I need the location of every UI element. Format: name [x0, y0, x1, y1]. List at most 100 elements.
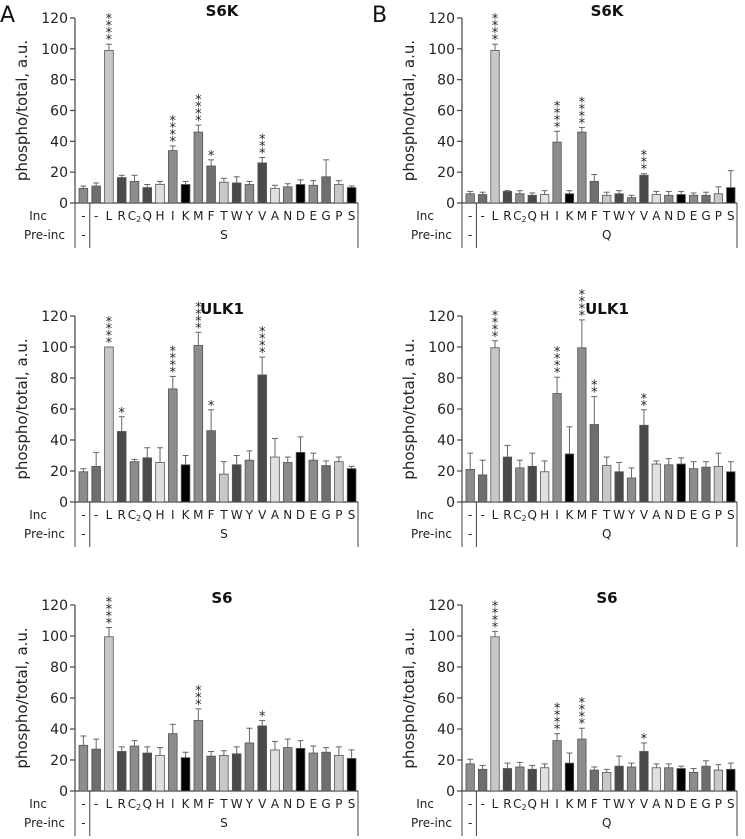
category-label: F [591, 209, 598, 223]
pre-inc-value: S [220, 527, 228, 541]
significance-mark: * [195, 691, 202, 706]
y-tick-label: 120 [428, 309, 455, 325]
category-label: F [208, 209, 215, 223]
bar [180, 184, 191, 204]
y-axis-label: phospho/total, a.u. [400, 627, 418, 768]
bar [219, 473, 229, 503]
category-label: R [503, 797, 511, 811]
bar [155, 462, 165, 503]
category-label: A [271, 797, 280, 811]
pre-inc-value: S [220, 816, 228, 830]
bar [346, 187, 357, 204]
bar [651, 194, 661, 204]
category-label: S [348, 209, 356, 223]
y-tick-label: 20 [437, 753, 455, 769]
significance-mark: * [554, 359, 561, 374]
significance-mark: * [170, 365, 177, 380]
bar [552, 141, 562, 204]
significance-mark: * [554, 702, 561, 717]
bar [614, 193, 624, 204]
category-label: A [271, 508, 280, 522]
bar [206, 165, 216, 204]
category-label: D [677, 797, 686, 811]
bar [270, 456, 280, 503]
bar [602, 465, 612, 503]
significance-mark: * [641, 399, 648, 414]
pre-inc-row-label: Pre-inc [24, 527, 65, 541]
category-label: P [715, 508, 722, 522]
pre-inc-control: - [468, 816, 472, 830]
category-label: L [106, 508, 113, 522]
y-tick-label: 40 [437, 722, 455, 738]
significance-mark: * [170, 114, 177, 129]
significance-mark: * [259, 339, 266, 354]
category-label: T [602, 797, 611, 811]
y-tick-label: 80 [50, 660, 68, 676]
category-label: H [156, 209, 165, 223]
bar [713, 465, 724, 503]
category-label: F [591, 797, 598, 811]
bar [129, 745, 140, 792]
bar [193, 720, 204, 792]
significance-mark: * [259, 332, 266, 347]
bar [465, 763, 475, 792]
panel-letter-a: A [0, 3, 15, 28]
bar [91, 465, 101, 503]
bar [540, 767, 550, 792]
significance-mark: * [554, 716, 561, 731]
bar [334, 184, 344, 204]
significance-mark: * [591, 379, 598, 394]
pre-inc-value: S [220, 228, 228, 242]
category-label: - [480, 209, 484, 223]
category-label: I [171, 797, 175, 811]
significance-mark: * [579, 102, 586, 117]
category-label: H [156, 508, 165, 522]
inc-row-label: Inc [416, 797, 434, 811]
category-label: - [94, 209, 98, 223]
y-axis-label: phospho/total, a.u. [13, 627, 31, 768]
category-label: V [258, 209, 267, 223]
bar [664, 767, 674, 792]
significance-mark: * [641, 163, 648, 178]
category-label: - [468, 797, 472, 811]
category-label: - [480, 797, 484, 811]
category-label: I [555, 209, 559, 223]
category-label: G [701, 797, 710, 811]
significance-mark: * [554, 352, 561, 367]
significance-mark: * [641, 732, 648, 747]
category-label: L [492, 797, 499, 811]
significance-mark: * [195, 321, 202, 336]
category-label: - [94, 508, 98, 522]
bar [639, 174, 649, 204]
category-label: - [81, 209, 85, 223]
bar [515, 766, 525, 792]
category-label: D [296, 508, 305, 522]
significance-mark: * [195, 100, 202, 115]
bar [91, 185, 101, 204]
bar [193, 131, 204, 204]
bar [701, 466, 711, 503]
bar [244, 184, 255, 204]
category-label: T [602, 508, 611, 522]
pre-inc-control: - [81, 527, 85, 541]
bar [688, 772, 699, 792]
category-label: P [715, 797, 722, 811]
significance-mark: * [106, 595, 113, 610]
y-axis-label: phospho/total, a.u. [400, 40, 418, 181]
bar [726, 471, 736, 503]
inc-row-label: Inc [29, 508, 47, 522]
bar [180, 464, 191, 503]
significance-mark: * [641, 149, 648, 164]
bar [676, 194, 686, 204]
y-tick-label: 100 [41, 42, 68, 58]
bar [688, 468, 699, 503]
category-label: R [118, 797, 126, 811]
bar [701, 765, 711, 792]
y-tick-label: 120 [41, 598, 68, 614]
bar [713, 193, 724, 204]
bar [477, 474, 488, 503]
category-label: V [640, 209, 649, 223]
significance-mark: * [106, 322, 113, 337]
category-label: P [335, 797, 342, 811]
